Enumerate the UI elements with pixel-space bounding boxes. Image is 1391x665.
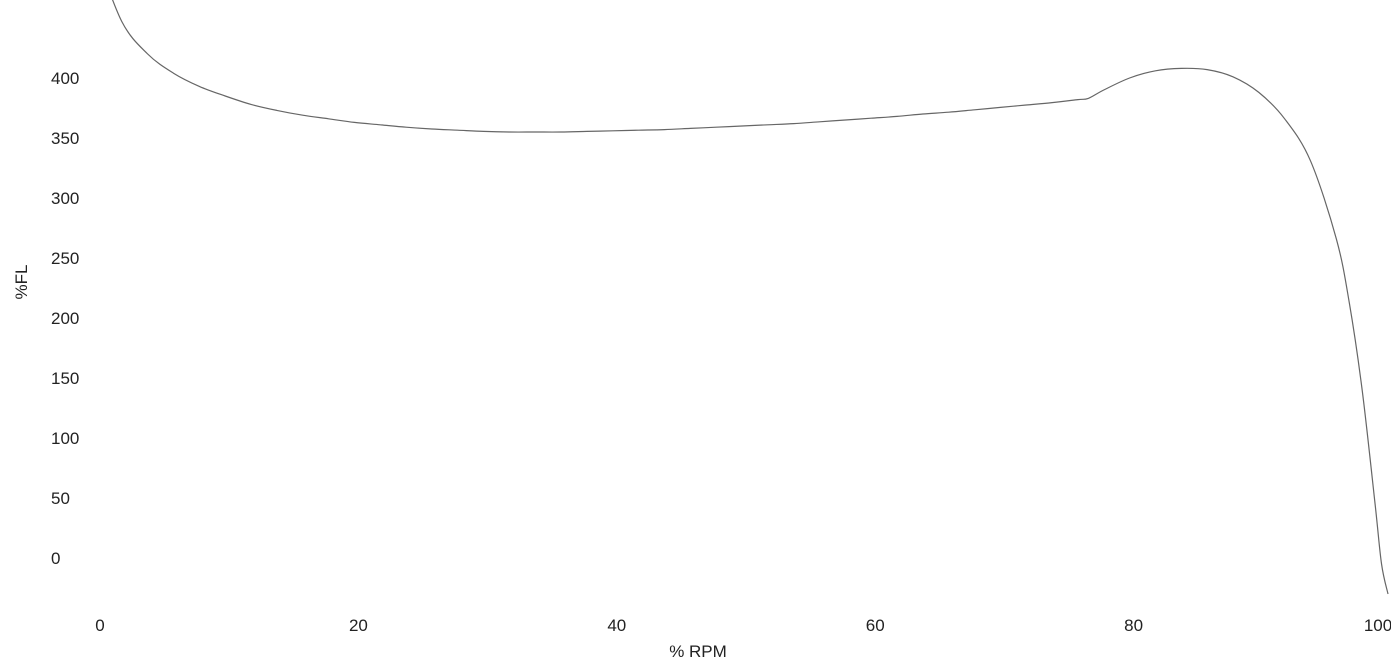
y-axis-label: %FL [12, 265, 31, 300]
y-tick-label: 50 [51, 489, 70, 508]
y-tick-label: 400 [51, 69, 79, 88]
y-axis-ticks: 050100150200250300350400500 [51, 69, 79, 568]
y-tick-label: 100 [51, 429, 79, 448]
x-tick-label: 60 [866, 616, 885, 635]
x-axis-label: % RPM [669, 642, 727, 661]
x-tick-label: 20 [349, 616, 368, 635]
y-tick-label: 350 [51, 129, 79, 148]
x-tick-label: 0 [95, 616, 104, 635]
x-axis-ticks: 0 20 40 60 80 100 [95, 616, 1391, 635]
y-tick-label: 250 [51, 249, 79, 268]
y-tick-label: 0 [51, 549, 60, 568]
y-tick-label: 300 [51, 189, 79, 208]
y-tick-label: 150 [51, 369, 79, 388]
x-tick-label: 40 [607, 616, 626, 635]
series-line [111, 0, 1389, 595]
x-tick-label: 100 [1364, 616, 1391, 635]
y-tick-label: 200 [51, 309, 79, 328]
x-tick-label: 80 [1124, 616, 1143, 635]
